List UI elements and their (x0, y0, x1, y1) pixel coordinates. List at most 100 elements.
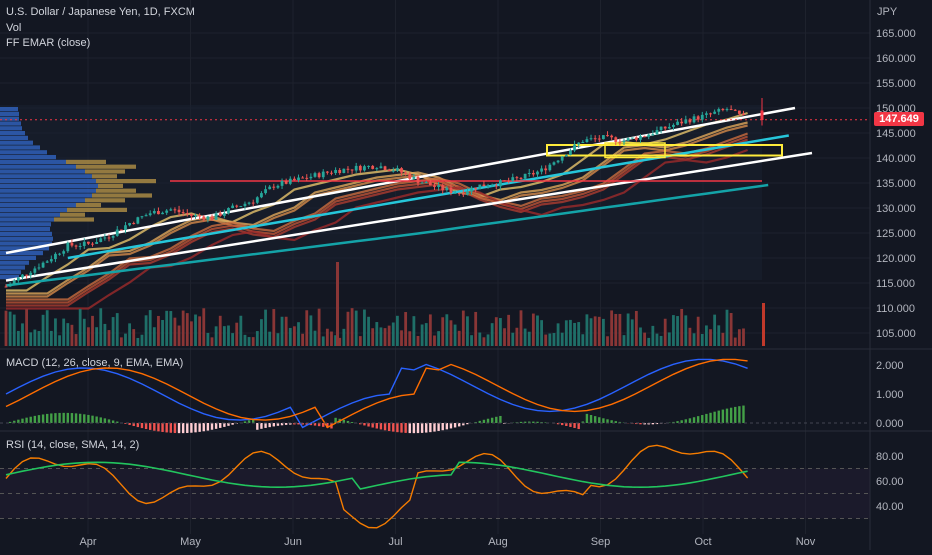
volume-bar (281, 317, 284, 346)
volume-bar (713, 315, 716, 346)
macd-hist (211, 423, 213, 430)
volume-bar (289, 328, 292, 346)
macd-hist (433, 423, 435, 432)
volume-bar (363, 310, 366, 346)
candle-body (647, 135, 650, 137)
candle-body (256, 197, 259, 202)
candle-body (635, 137, 638, 139)
candle-body (454, 193, 457, 194)
legend-rsi[interactable]: RSI (14, close, SMA, 14, 2) (6, 439, 139, 451)
candle-body (536, 172, 539, 175)
macd-hist (268, 423, 270, 427)
candle-body (532, 173, 535, 174)
rsi-tick-label: 60.00 (876, 476, 904, 488)
candle-body (441, 185, 444, 190)
price-tick-label: 105.000 (876, 328, 916, 340)
price-tick-label: 110.000 (876, 303, 915, 315)
candle-body (206, 217, 209, 220)
macd-hist (38, 415, 40, 423)
candle-body (103, 237, 106, 238)
macd-hist (425, 423, 427, 433)
macd-hist (421, 423, 423, 433)
volume-bar (285, 317, 288, 346)
candle-body (21, 275, 24, 278)
volume-bar (330, 332, 333, 346)
candle-body (136, 217, 139, 223)
time-tick-label: Nov (796, 536, 816, 548)
legend-ema[interactable]: FF EMAR (close) (6, 37, 90, 49)
candle-body (91, 244, 94, 245)
candle-body (112, 236, 115, 238)
volume-bar (668, 332, 671, 346)
volume-bar (697, 317, 700, 346)
volume-bar (561, 333, 564, 346)
volume-bar (705, 325, 708, 346)
volume-bar (577, 322, 580, 346)
macd-hist (454, 423, 456, 427)
chart-title[interactable]: U.S. Dollar / Japanese Yen, 1D, FXCM (6, 6, 195, 18)
volume-bar (13, 315, 16, 346)
candle-body (734, 110, 737, 111)
candle-body (499, 180, 502, 186)
macd-hist (701, 415, 703, 423)
macd-hist (264, 423, 266, 428)
candle-body (544, 168, 547, 170)
candle-body (610, 136, 613, 138)
candle-body (293, 179, 296, 180)
candle-body (672, 125, 675, 127)
volume-bar (565, 320, 568, 346)
candle-body (66, 243, 69, 251)
candle-body (161, 213, 164, 214)
volume-bar (314, 331, 317, 346)
macd-hist (726, 409, 728, 423)
volume-bar (244, 335, 247, 346)
macd-hist (273, 423, 275, 426)
candle-body (128, 223, 131, 225)
legend-vol[interactable]: Vol (6, 22, 21, 34)
volume-bar (194, 315, 197, 346)
candle-body (132, 223, 135, 224)
volume-bar (190, 321, 193, 346)
candle-body (697, 116, 700, 119)
candle-body (120, 230, 123, 231)
candle-body (404, 173, 407, 174)
macd-hist (442, 423, 444, 430)
candle-body (598, 139, 601, 140)
macd-hist (231, 423, 233, 425)
last-candle-body (761, 111, 764, 121)
macd-hist (458, 423, 460, 426)
time-tick-label: May (180, 536, 201, 548)
candle-body (540, 168, 543, 171)
candle-body (29, 273, 32, 275)
volume-bar (5, 311, 8, 346)
candle-body (157, 211, 160, 214)
volume-bar (351, 308, 354, 346)
volume-bar (264, 310, 267, 346)
macd-hist (429, 423, 431, 432)
candle-body (264, 189, 267, 193)
vp-bar (0, 208, 67, 212)
legend-macd[interactable]: MACD (12, 26, close, 9, EMA, EMA) (6, 357, 183, 369)
candle-body (83, 242, 86, 246)
candle-body (503, 180, 506, 181)
volume-bar (165, 311, 168, 346)
volume-bar (454, 325, 457, 346)
volume-bar (483, 337, 486, 346)
macd-hist (83, 414, 85, 423)
volume-bar (87, 327, 90, 346)
candle-body (462, 194, 465, 195)
volume-bar (141, 335, 144, 346)
candle-body (569, 151, 572, 156)
volume-bar (42, 315, 45, 346)
volume-bar (532, 314, 535, 346)
candle-body (355, 166, 358, 171)
volume-bar (742, 328, 745, 346)
volume-bar (235, 323, 238, 346)
vp-bar (0, 227, 50, 231)
volume-bar (553, 333, 556, 346)
volume-bar (487, 334, 490, 346)
vp-bar (0, 174, 92, 178)
candle-body (730, 109, 733, 110)
volume-bar (408, 331, 411, 346)
